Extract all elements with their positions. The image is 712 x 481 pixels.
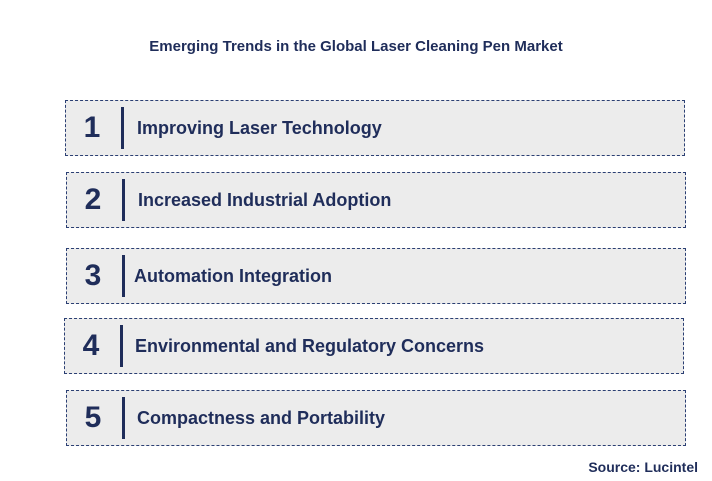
- divider-bar: [120, 325, 123, 367]
- trend-row-2: 2 Increased Industrial Adoption: [66, 172, 686, 228]
- trend-label: Compactness and Portability: [137, 407, 386, 428]
- trend-number: 2: [84, 183, 102, 216]
- trend-row-3: 3 Automation Integration: [66, 248, 686, 304]
- trend-label: Improving Laser Technology: [137, 117, 382, 138]
- trend-row-4: 4 Environmental and Regulatory Concerns: [64, 318, 684, 374]
- divider-bar: [122, 255, 125, 297]
- trend-label: Automation Integration: [134, 265, 332, 286]
- trend-number: 1: [83, 111, 101, 144]
- trend-row-5: 5 Compactness and Portability: [66, 390, 686, 446]
- trend-number: 4: [82, 329, 100, 362]
- source-note: Source: Lucintel: [588, 459, 698, 475]
- diagram-title: Emerging Trends in the Global Laser Clea…: [149, 38, 563, 55]
- trend-row-1: 1 Improving Laser Technology: [65, 100, 685, 156]
- divider-bar: [121, 107, 124, 149]
- trend-number: 5: [84, 401, 102, 434]
- trend-label: Environmental and Regulatory Concerns: [135, 335, 485, 356]
- divider-bar: [122, 397, 125, 439]
- trend-number: 3: [84, 259, 102, 292]
- divider-bar: [122, 179, 125, 221]
- trend-label: Increased Industrial Adoption: [138, 189, 392, 210]
